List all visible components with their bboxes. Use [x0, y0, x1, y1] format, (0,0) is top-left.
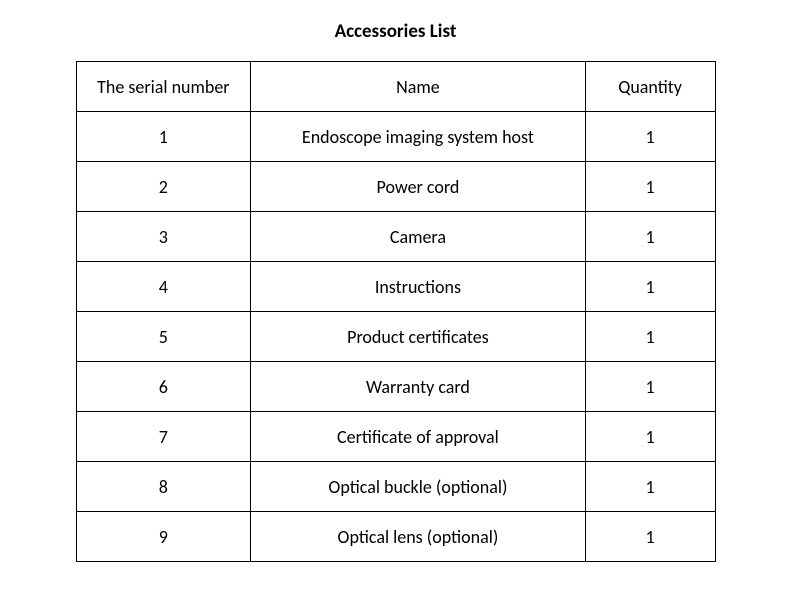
table-row: 9 Optical lens (optional) 1 — [76, 512, 715, 562]
cell-name: Warranty card — [251, 362, 585, 412]
header-name: Name — [251, 62, 585, 112]
cell-serial: 6 — [76, 362, 251, 412]
header-quantity: Quantity — [585, 62, 715, 112]
header-serial: The serial number — [76, 62, 251, 112]
cell-quantity: 1 — [585, 412, 715, 462]
table-row: 8 Optical buckle (optional) 1 — [76, 462, 715, 512]
cell-serial: 7 — [76, 412, 251, 462]
table-row: 4 Instructions 1 — [76, 262, 715, 312]
cell-quantity: 1 — [585, 162, 715, 212]
cell-serial: 9 — [76, 512, 251, 562]
table-row: 7 Certificate of approval 1 — [76, 412, 715, 462]
cell-serial: 3 — [76, 212, 251, 262]
cell-name: Camera — [251, 212, 585, 262]
table-row: 5 Product certificates 1 — [76, 312, 715, 362]
cell-serial: 2 — [76, 162, 251, 212]
table-row: 1 Endoscope imaging system host 1 — [76, 112, 715, 162]
cell-name: Product certificates — [251, 312, 585, 362]
cell-name: Optical lens (optional) — [251, 512, 585, 562]
cell-quantity: 1 — [585, 212, 715, 262]
cell-name: Optical buckle (optional) — [251, 462, 585, 512]
table-row: 2 Power cord 1 — [76, 162, 715, 212]
cell-name: Certificate of approval — [251, 412, 585, 462]
cell-name: Endoscope imaging system host — [251, 112, 585, 162]
cell-quantity: 1 — [585, 462, 715, 512]
cell-serial: 4 — [76, 262, 251, 312]
table-row: 6 Warranty card 1 — [76, 362, 715, 412]
page-title: Accessories List — [0, 20, 791, 43]
cell-quantity: 1 — [585, 362, 715, 412]
table-row: 3 Camera 1 — [76, 212, 715, 262]
cell-quantity: 1 — [585, 312, 715, 362]
table-header-row: The serial number Name Quantity — [76, 62, 715, 112]
accessories-table: The serial number Name Quantity 1 Endosc… — [76, 61, 716, 562]
cell-quantity: 1 — [585, 262, 715, 312]
cell-serial: 1 — [76, 112, 251, 162]
cell-quantity: 1 — [585, 512, 715, 562]
cell-serial: 8 — [76, 462, 251, 512]
cell-name: Power cord — [251, 162, 585, 212]
cell-name: Instructions — [251, 262, 585, 312]
cell-serial: 5 — [76, 312, 251, 362]
cell-quantity: 1 — [585, 112, 715, 162]
